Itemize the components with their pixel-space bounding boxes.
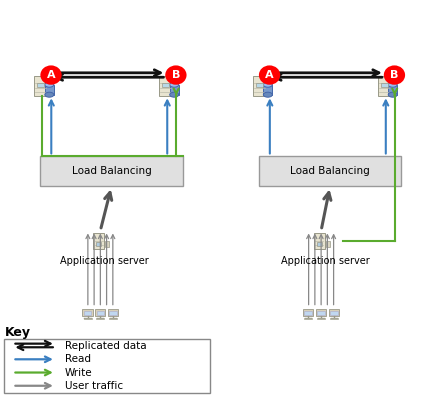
FancyBboxPatch shape <box>256 83 263 87</box>
Bar <box>326 241 330 247</box>
Bar <box>45 85 54 95</box>
Ellipse shape <box>263 82 273 87</box>
FancyBboxPatch shape <box>316 309 326 316</box>
FancyBboxPatch shape <box>93 233 104 249</box>
Bar <box>317 318 325 319</box>
Bar <box>109 318 117 319</box>
FancyBboxPatch shape <box>314 233 325 249</box>
Bar <box>96 318 104 319</box>
Text: B: B <box>390 70 399 80</box>
Bar <box>330 318 338 319</box>
Ellipse shape <box>388 92 397 97</box>
FancyBboxPatch shape <box>303 309 314 316</box>
FancyBboxPatch shape <box>37 83 45 87</box>
Text: Write: Write <box>65 368 92 377</box>
Text: Key: Key <box>4 326 30 339</box>
FancyBboxPatch shape <box>305 310 312 315</box>
FancyBboxPatch shape <box>108 309 118 316</box>
Ellipse shape <box>45 92 54 97</box>
Bar <box>304 318 312 319</box>
FancyBboxPatch shape <box>4 339 210 393</box>
Text: Load Balancing: Load Balancing <box>72 166 151 176</box>
Ellipse shape <box>263 92 273 97</box>
FancyBboxPatch shape <box>162 83 169 87</box>
FancyBboxPatch shape <box>380 83 388 87</box>
Circle shape <box>384 66 404 84</box>
FancyBboxPatch shape <box>95 309 106 316</box>
FancyBboxPatch shape <box>252 76 266 96</box>
Ellipse shape <box>169 82 179 87</box>
Circle shape <box>166 66 186 84</box>
Ellipse shape <box>169 92 179 97</box>
Ellipse shape <box>388 82 397 87</box>
Ellipse shape <box>45 82 54 87</box>
FancyBboxPatch shape <box>159 76 172 96</box>
Text: Load Balancing: Load Balancing <box>290 166 370 176</box>
Text: Application server: Application server <box>61 256 149 266</box>
Bar <box>83 318 91 319</box>
FancyBboxPatch shape <box>259 156 401 186</box>
Text: Replicated data: Replicated data <box>65 341 146 351</box>
FancyBboxPatch shape <box>317 242 322 246</box>
FancyBboxPatch shape <box>96 242 101 246</box>
FancyBboxPatch shape <box>40 156 183 186</box>
Text: A: A <box>265 70 274 80</box>
FancyBboxPatch shape <box>96 310 104 315</box>
Circle shape <box>41 66 61 84</box>
Text: User traffic: User traffic <box>65 381 123 391</box>
Bar <box>388 85 397 95</box>
FancyBboxPatch shape <box>329 309 339 316</box>
FancyBboxPatch shape <box>377 76 391 96</box>
FancyBboxPatch shape <box>84 310 91 315</box>
FancyBboxPatch shape <box>109 310 117 315</box>
FancyBboxPatch shape <box>34 76 47 96</box>
Bar <box>105 241 109 247</box>
FancyBboxPatch shape <box>330 310 338 315</box>
Text: B: B <box>172 70 180 80</box>
Text: A: A <box>47 70 55 80</box>
Text: Application server: Application server <box>281 256 370 266</box>
Circle shape <box>260 66 279 84</box>
Bar <box>263 85 273 95</box>
Text: Read: Read <box>65 354 91 364</box>
Bar <box>169 85 179 95</box>
FancyBboxPatch shape <box>317 310 325 315</box>
FancyBboxPatch shape <box>83 309 93 316</box>
